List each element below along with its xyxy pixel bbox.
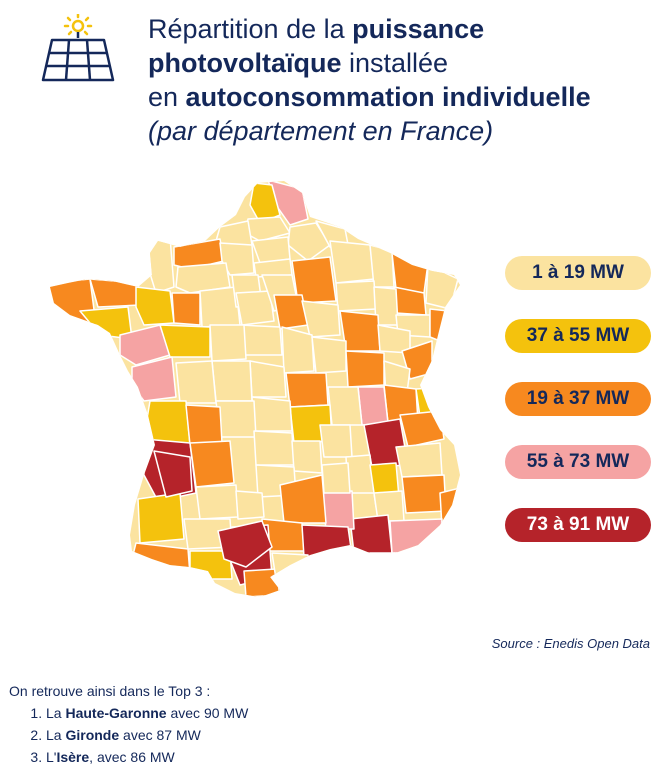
dept-bouches-du-rhone (349, 514, 393, 554)
dept-cotes-darmor (89, 278, 141, 308)
dept-cantal (291, 440, 323, 474)
top3-item: L'Isère, avec 86 MW (46, 746, 248, 768)
dept-maine-et-loire (159, 324, 211, 358)
top3-section: On retrouve ainsi dans le Top 3 : La Hau… (9, 680, 248, 768)
dept-charente (185, 404, 223, 446)
dept-dordogne (189, 440, 235, 488)
dept-hautes-alpes (395, 442, 443, 478)
dept-gard (321, 490, 355, 530)
dept-lot-et-garonne (195, 484, 239, 520)
legend-item-1-19: 1 à 19 MW (505, 256, 651, 290)
dept-aude (271, 552, 311, 580)
top3-list: La Haute-Garonne avec 90 MW La Gironde a… (9, 702, 248, 768)
dept-herault (301, 524, 353, 558)
dept-aube (335, 280, 377, 312)
dept-loiret (273, 294, 309, 330)
dept-yonne (301, 300, 341, 338)
france-map (50, 181, 460, 597)
legend-item-55-73: 55 à 73 MW (505, 445, 651, 479)
dept-gironde-core (153, 450, 193, 498)
dept-seine-et-marne (291, 256, 337, 304)
source-note: Source : Enedis Open Data (491, 636, 650, 651)
dept-bas-rhin (425, 264, 459, 310)
dept-eure-et-loir (235, 290, 275, 326)
dept-indre (249, 360, 287, 398)
dept-allier (285, 372, 329, 408)
dept-haute-garonne-core (217, 520, 273, 568)
dept-pyrenees-orientales (277, 576, 313, 597)
legend-item-37-55: 37 à 55 MW (505, 319, 651, 353)
dept-var (389, 518, 443, 554)
page-title: Répartition de la puissance photovoltaïq… (148, 12, 648, 148)
solar-panel-icon (41, 14, 115, 82)
dept-alpes-maritimes (439, 486, 460, 528)
dept-haute-loire (319, 424, 353, 458)
dept-rhone (357, 386, 389, 426)
dept-deux-sevres (175, 360, 217, 404)
dept-lozere (321, 462, 351, 494)
dept-tarn-et-garonne (235, 490, 265, 520)
dept-savoie (399, 410, 445, 448)
dept-loire-atlantique (119, 324, 171, 366)
dept-loir-et-cher (239, 324, 283, 356)
top3-intro: On retrouve ainsi dans le Top 3 : (9, 683, 211, 699)
dept-loire (327, 386, 363, 426)
legend-item-19-37: 19 à 37 MW (505, 382, 651, 416)
dept-correze (253, 430, 295, 466)
dept-ille-et-vilaine (135, 286, 175, 326)
dept-aveyron (279, 474, 327, 524)
dept-cher (281, 326, 315, 374)
header: Répartition de la puissance photovoltaïq… (0, 0, 669, 150)
top3-item: La Gironde avec 87 MW (46, 724, 248, 746)
dept-marne (329, 240, 375, 284)
legend: 1 à 19 MW 37 à 55 MW 19 à 37 MW 55 à 73 … (505, 256, 651, 571)
dept-eure (219, 242, 255, 276)
dept-mayenne (171, 292, 201, 326)
top3-item: La Haute-Garonne avec 90 MW (46, 702, 248, 724)
dept-saone-et-loire (345, 350, 385, 388)
subtitle: (par département en France) (148, 116, 494, 146)
legend-item-73-91: 73 à 91 MW (505, 508, 651, 542)
dept-creuse (251, 396, 293, 432)
dept-haut-rhin (429, 308, 449, 342)
dept-pyrenees-atlantiques (131, 542, 191, 576)
dept-nievre (311, 336, 347, 374)
dept-landes (137, 492, 185, 544)
dept-vienne (211, 360, 253, 402)
dept-indre-et-loire (209, 324, 247, 362)
